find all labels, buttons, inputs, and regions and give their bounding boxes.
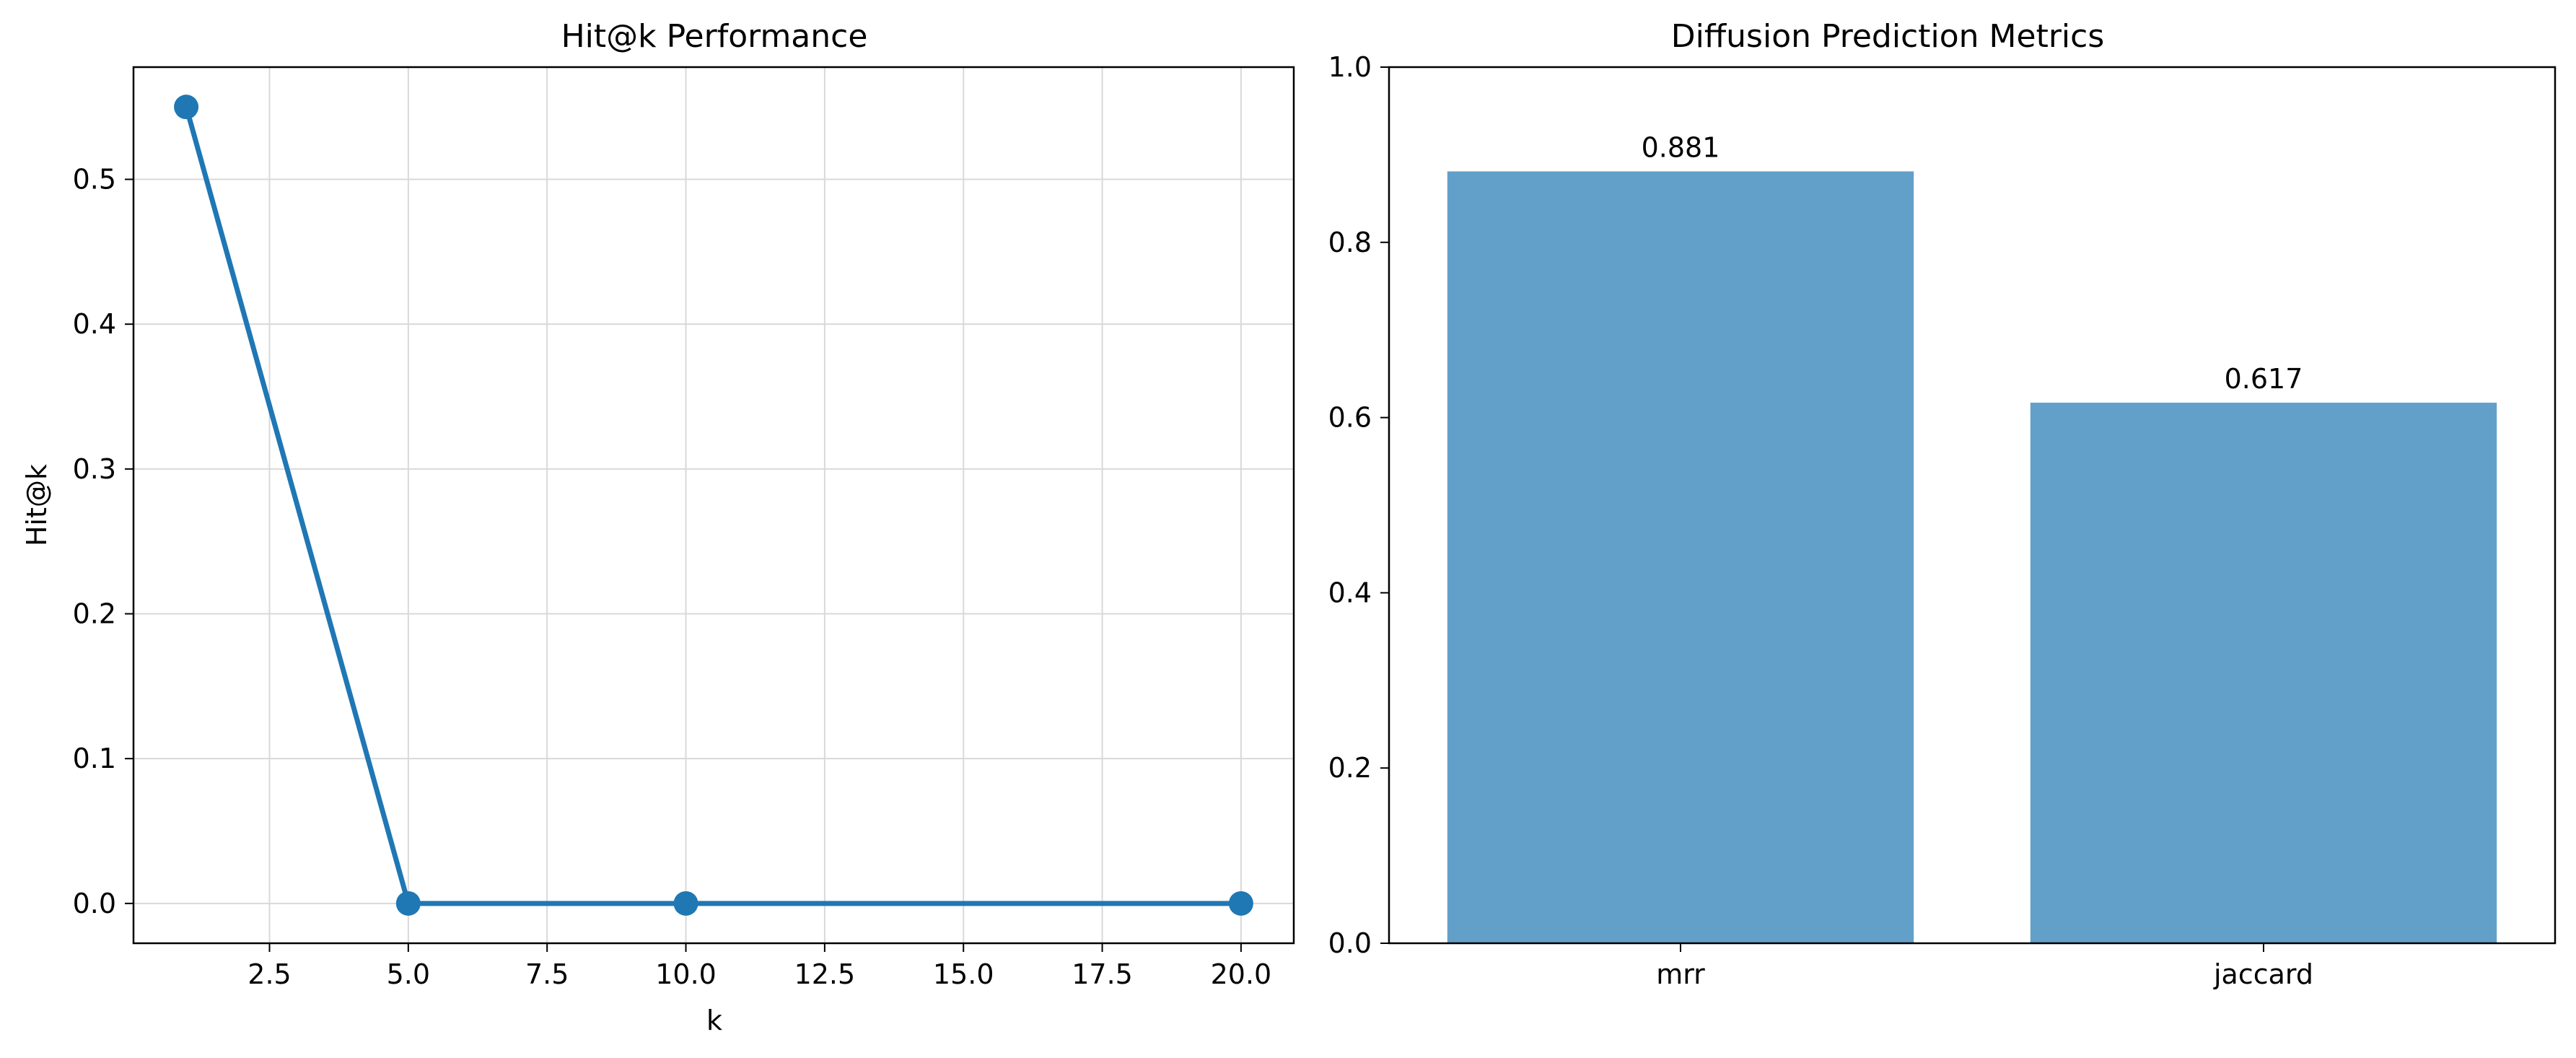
x-tick-label: 20.0 [1211,958,1272,990]
x-tick-label: 12.5 [794,958,856,990]
bar [2030,402,2497,943]
bar-chart-y-ticks: 0.0 0.2 0.4 0.6 0.8 1.0 [1328,51,1389,959]
bar [1447,171,1914,943]
y-tick-label: 0.4 [1328,577,1372,608]
x-tick-label: 2.5 [247,958,291,990]
y-tick-label: 0.0 [1328,927,1372,959]
y-tick-label: 1.0 [1328,51,1372,83]
x-tick-label: 10.0 [655,958,717,990]
line-chart-y-label: Hit@k [21,464,53,546]
metrics-bar-chart: Diffusion Prediction Metrics 0.8810.617 … [1328,18,2557,990]
y-tick-label: 0.6 [1328,402,1372,434]
bar-chart-x-ticks: mrr jaccard [1656,943,2313,990]
data-point [174,95,199,120]
bar-chart-bars: 0.881 0.617 [1447,131,2497,943]
y-tick-label: 0.0 [73,888,116,919]
hitk-line-chart: Hit@k Performance 2.5 5.0 7.5 10.0 12.5 15.0 1… [21,18,1295,1036]
series-line [183,106,1241,906]
line-chart-x-label: k [706,1005,722,1036]
y-tick-label: 0.8 [1328,227,1372,258]
data-point [673,891,698,916]
y-tick-label: 0.3 [73,453,116,485]
data-point [1228,891,1253,916]
data-point [395,891,421,916]
y-tick-label: 0.2 [73,598,116,629]
y-tick-label: 0.1 [73,743,116,774]
line-chart-grid [133,67,1294,943]
line-chart-title: Hit@k Performance [561,18,868,55]
x-tick-label: mrr [1656,958,1705,990]
bar-value-label: 0.881 [1642,131,1720,163]
x-tick-label: 15.0 [933,958,994,990]
bar-chart-title: Diffusion Prediction Metrics [1671,18,2105,55]
x-tick-label: jaccard [2213,958,2313,990]
line-chart-series [174,95,1253,916]
x-tick-label: 5.0 [387,958,430,990]
bar-value-label: 0.617 [2225,363,2303,395]
x-tick-label: 17.5 [1072,958,1133,990]
y-tick-label: 0.5 [73,164,116,196]
x-tick-label: 7.5 [525,958,569,990]
line-chart-frame [132,66,1295,945]
y-tick-label: 0.4 [73,308,116,340]
y-tick-label: 0.2 [1328,752,1372,784]
line-chart-x-ticks: 2.5 5.0 7.5 10.0 12.5 15.0 17.5 20.0 [247,943,1271,990]
bar-chart-frame [1388,66,2557,945]
line-chart-y-ticks: 0.0 0.1 0.2 0.3 0.4 0.5 [73,164,133,919]
